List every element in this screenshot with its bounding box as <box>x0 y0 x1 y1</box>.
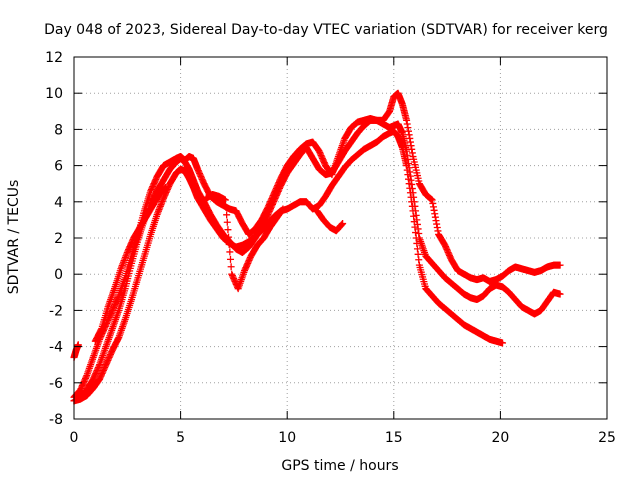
data-point <box>226 255 234 263</box>
series-segment-d <box>91 183 170 345</box>
x-tick-label: 20 <box>491 430 509 446</box>
data-point <box>227 263 235 271</box>
data-point <box>223 218 231 226</box>
y-tick-label: -4 <box>49 340 63 356</box>
data-point <box>556 261 564 269</box>
data-point <box>162 183 170 191</box>
series-segment-g <box>70 341 82 361</box>
chart-title: Day 048 of 2023, Sidereal Day-to-day VTE… <box>44 22 608 38</box>
x-tick-label: 0 <box>70 430 79 446</box>
y-tick-label: 10 <box>45 86 63 102</box>
x-tick-label: 25 <box>598 430 616 446</box>
y-tick-label: 12 <box>45 50 63 66</box>
x-tick-label: 10 <box>278 430 296 446</box>
data-point <box>221 196 229 204</box>
data-point <box>74 341 82 349</box>
series-segment-f <box>313 207 347 235</box>
data-point <box>224 226 232 234</box>
data-point <box>499 339 507 347</box>
y-tick-label: -6 <box>49 376 63 392</box>
y-tick-label: 4 <box>54 195 63 211</box>
data-point <box>222 203 230 211</box>
x-axis-title: GPS time / hours <box>281 458 398 474</box>
data-point <box>279 205 287 213</box>
x-tick-label: 5 <box>176 430 185 446</box>
plot-frame <box>73 56 608 420</box>
data-point <box>226 248 234 256</box>
data-point <box>556 290 564 298</box>
series-segment-e <box>202 191 287 293</box>
x-tick-label: 15 <box>385 430 403 446</box>
data-point <box>339 220 347 228</box>
data-point <box>225 241 233 249</box>
data-point <box>225 233 233 241</box>
data-points <box>70 89 564 405</box>
grid <box>74 57 607 419</box>
data-point <box>223 211 231 219</box>
y-tick-label: 2 <box>54 231 63 247</box>
y-tick-label: -8 <box>49 412 63 428</box>
y-axis-title: SDTVAR / TECUs <box>6 180 22 295</box>
y-tick-label: 0 <box>54 267 63 283</box>
y-tick-label: 8 <box>54 122 63 138</box>
y-tick-label: 6 <box>54 159 63 175</box>
axis-ticks: -8 -6 -4 -2 0 2 4 6 8 10 12 0 5 10 15 20 25 <box>45 50 616 446</box>
y-tick-label: -2 <box>49 303 63 319</box>
